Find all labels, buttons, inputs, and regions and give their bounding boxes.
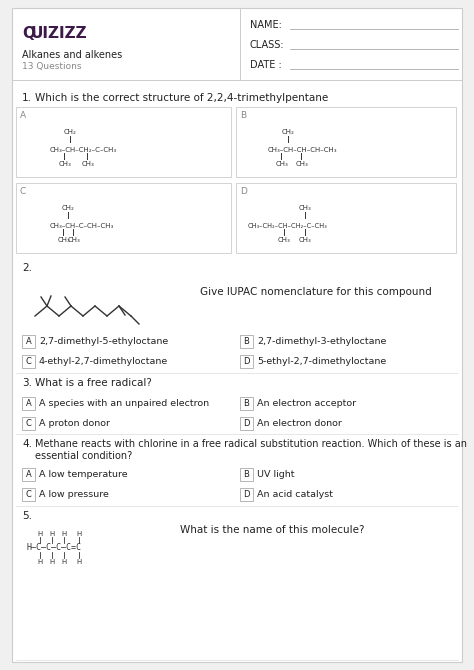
Text: D: D xyxy=(240,186,247,196)
Bar xyxy=(22,397,35,410)
Text: 13 Questions: 13 Questions xyxy=(22,62,82,72)
Text: 2,7-dimethyl-3-ethyloctane: 2,7-dimethyl-3-ethyloctane xyxy=(257,337,386,346)
Text: H: H xyxy=(61,531,67,537)
Bar xyxy=(22,488,35,501)
Text: CH₃: CH₃ xyxy=(276,161,289,167)
Text: A: A xyxy=(26,337,31,346)
Text: H: H xyxy=(76,531,82,537)
Bar xyxy=(240,397,253,410)
Bar xyxy=(240,417,253,430)
Text: 5-ethyl-2,7-dimethyloctane: 5-ethyl-2,7-dimethyloctane xyxy=(257,357,386,366)
Text: CH₂: CH₂ xyxy=(64,129,76,135)
Text: A proton donor: A proton donor xyxy=(39,419,110,428)
Text: C: C xyxy=(26,419,31,428)
Text: B: B xyxy=(244,470,249,479)
Text: H: H xyxy=(49,559,55,565)
Bar xyxy=(16,107,231,177)
Text: A low pressure: A low pressure xyxy=(39,490,109,499)
Bar xyxy=(22,468,35,481)
Text: 2.: 2. xyxy=(22,263,32,273)
Text: CH₂: CH₂ xyxy=(282,129,294,135)
Text: CH₃: CH₃ xyxy=(59,161,72,167)
Text: 3.: 3. xyxy=(22,378,32,388)
Text: CH₃: CH₃ xyxy=(58,237,71,243)
Text: H–C–C–C–C=C: H–C–C–C–C=C xyxy=(27,543,82,553)
Bar xyxy=(22,335,35,348)
Text: What is the name of this molecule?: What is the name of this molecule? xyxy=(180,525,365,535)
Text: NAME:: NAME: xyxy=(250,20,282,30)
Text: CH₃: CH₃ xyxy=(82,161,95,167)
Text: An electron donor: An electron donor xyxy=(257,419,342,428)
Text: DATE :: DATE : xyxy=(250,60,282,70)
Text: A: A xyxy=(20,111,26,119)
Text: UIZIZZ: UIZIZZ xyxy=(31,27,88,42)
Text: D: D xyxy=(243,490,250,499)
Text: CH₃–CH–C–CH–CH₃: CH₃–CH–C–CH–CH₃ xyxy=(50,223,114,229)
Text: UV light: UV light xyxy=(257,470,294,479)
Text: What is a free radical?: What is a free radical? xyxy=(35,378,152,388)
Text: C: C xyxy=(26,490,31,499)
Text: H: H xyxy=(49,531,55,537)
Bar xyxy=(236,107,456,177)
Text: CH₃: CH₃ xyxy=(299,205,311,211)
Text: C: C xyxy=(20,186,26,196)
Text: H: H xyxy=(61,559,67,565)
Text: Give IUPAC nomenclature for this compound: Give IUPAC nomenclature for this compoun… xyxy=(200,287,432,297)
Text: Alkanes and alkenes: Alkanes and alkenes xyxy=(22,50,122,60)
Text: D: D xyxy=(243,357,250,366)
Text: 4.: 4. xyxy=(22,439,32,449)
Text: essential condition?: essential condition? xyxy=(35,451,132,461)
Text: 2,7-dimethyl-5-ethyloctane: 2,7-dimethyl-5-ethyloctane xyxy=(39,337,168,346)
Text: A species with an unpaired electron: A species with an unpaired electron xyxy=(39,399,209,408)
Text: CH₃–CH₂–CH–CH₂–C–CH₃: CH₃–CH₂–CH–CH₂–C–CH₃ xyxy=(248,223,328,229)
Text: CH₂: CH₂ xyxy=(62,205,74,211)
Text: H: H xyxy=(37,531,43,537)
Bar xyxy=(16,183,231,253)
Text: Q: Q xyxy=(22,27,35,42)
Text: Which is the correct structure of 2,2,4-trimethylpentane: Which is the correct structure of 2,2,4-… xyxy=(35,93,328,103)
Text: C: C xyxy=(26,357,31,366)
Text: CH₃–CH–CH₂–C–CH₃: CH₃–CH–CH₂–C–CH₃ xyxy=(50,147,117,153)
Text: B: B xyxy=(244,337,249,346)
Text: 5.: 5. xyxy=(22,511,32,521)
Text: CH₃: CH₃ xyxy=(296,161,309,167)
Text: A low temperature: A low temperature xyxy=(39,470,128,479)
Bar xyxy=(236,183,456,253)
Text: CH₃: CH₃ xyxy=(68,237,81,243)
Text: An electron acceptor: An electron acceptor xyxy=(257,399,356,408)
Bar xyxy=(240,468,253,481)
Text: CH₃–CH–CH–CH–CH₃: CH₃–CH–CH–CH–CH₃ xyxy=(268,147,337,153)
Text: 4-ethyl-2,7-dimethyloctane: 4-ethyl-2,7-dimethyloctane xyxy=(39,357,168,366)
Bar xyxy=(240,488,253,501)
Text: An acid catalyst: An acid catalyst xyxy=(257,490,333,499)
Bar xyxy=(22,355,35,368)
Text: A: A xyxy=(26,399,31,408)
Text: H: H xyxy=(37,559,43,565)
Text: CH₃: CH₃ xyxy=(278,237,291,243)
Bar xyxy=(240,335,253,348)
Text: CH₃: CH₃ xyxy=(299,237,312,243)
Text: Methane reacts with chlorine in a free radical substitution reaction. Which of t: Methane reacts with chlorine in a free r… xyxy=(35,439,467,449)
Text: H: H xyxy=(76,559,82,565)
Text: 1.: 1. xyxy=(22,93,32,103)
Text: D: D xyxy=(243,419,250,428)
Bar xyxy=(22,417,35,430)
Text: A: A xyxy=(26,470,31,479)
Text: CLASS:: CLASS: xyxy=(250,40,284,50)
Bar xyxy=(240,355,253,368)
Text: B: B xyxy=(240,111,246,119)
Text: B: B xyxy=(244,399,249,408)
